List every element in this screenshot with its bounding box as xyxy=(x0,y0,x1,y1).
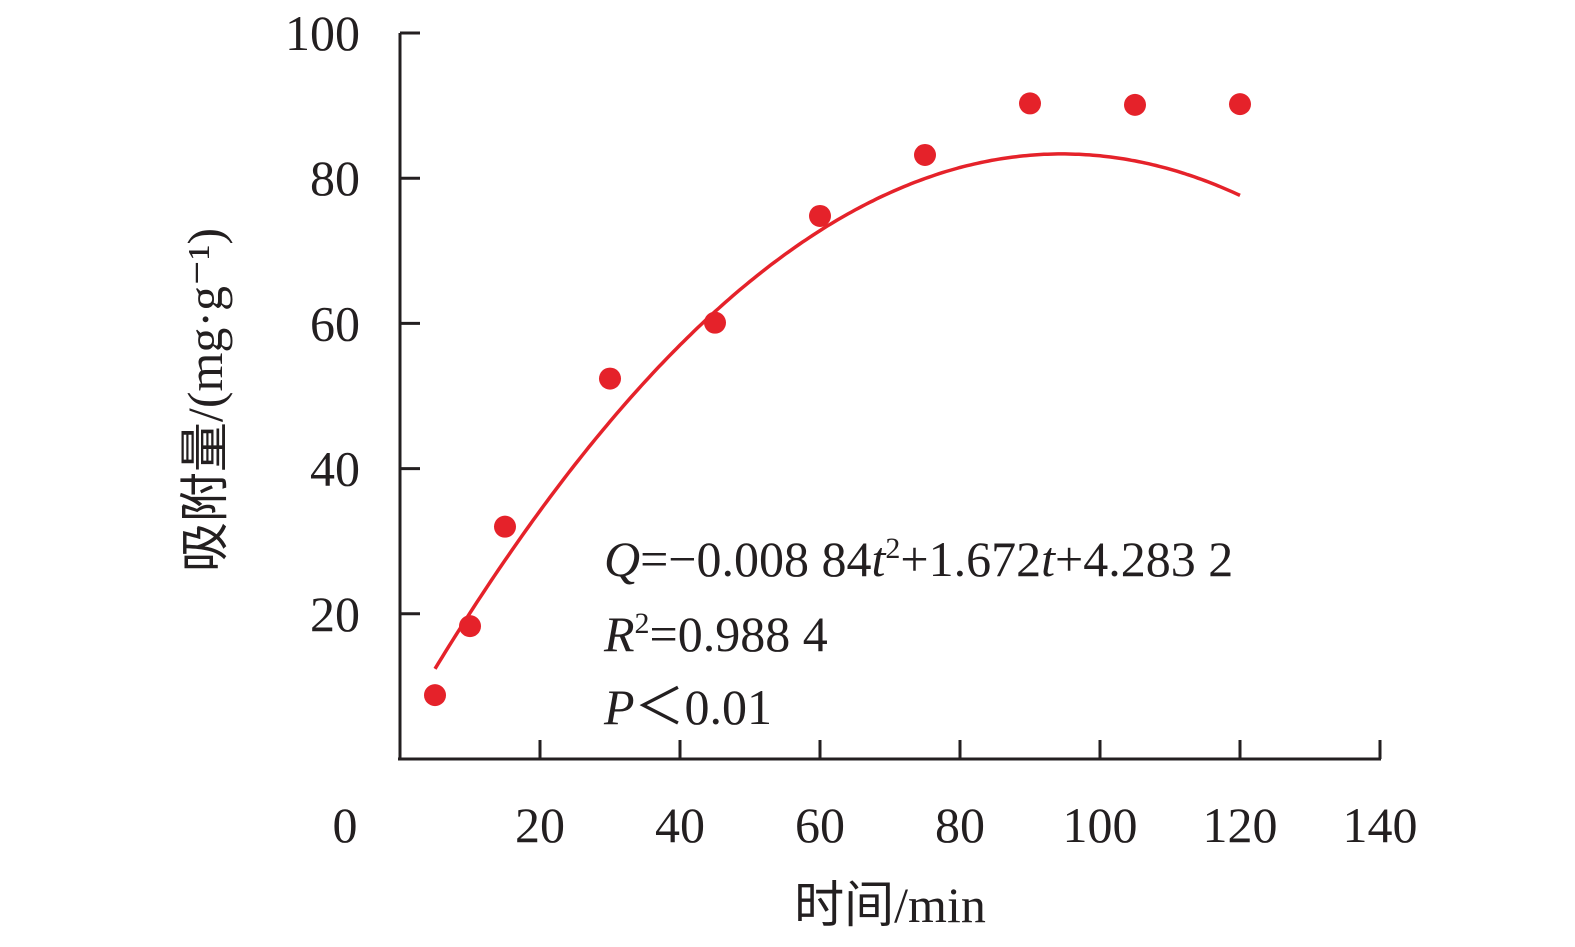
data-point xyxy=(704,311,726,334)
y-tick-label: 60 xyxy=(310,295,360,351)
y-axis-label: 吸附量/(mg·g⁻¹) xyxy=(177,228,233,572)
data-point xyxy=(459,615,481,638)
y-tick-label: 40 xyxy=(310,441,360,497)
p-annotation: P＜0.01 xyxy=(603,679,772,735)
x-tick-label: 60 xyxy=(795,797,845,853)
x-tick-label: 0 xyxy=(333,797,358,853)
x-tick-label: 80 xyxy=(935,797,985,853)
x-tick-label: 140 xyxy=(1343,797,1418,853)
x-tick-label: 40 xyxy=(655,797,705,853)
x-tick-label: 20 xyxy=(515,797,565,853)
data-point xyxy=(809,204,831,227)
data-point xyxy=(494,515,516,538)
data-point xyxy=(599,367,621,390)
r2-annotation: R2=0.988 4 xyxy=(603,606,828,662)
x-tick-label: 100 xyxy=(1063,797,1138,853)
y-tick-label: 80 xyxy=(310,150,360,206)
y-tick-label: 20 xyxy=(310,586,360,642)
y-tick-label: 100 xyxy=(285,5,360,61)
data-point xyxy=(1019,92,1041,115)
equation-annotation: Q=−0.008 84t2+1.672t+4.283 2 xyxy=(604,531,1233,587)
data-point xyxy=(1124,93,1146,116)
x-tick-label: 120 xyxy=(1203,797,1278,853)
axes xyxy=(398,33,1381,761)
fit-curve xyxy=(433,152,1241,670)
data-point xyxy=(424,684,446,707)
data-point xyxy=(914,143,936,166)
data-point xyxy=(1229,93,1251,116)
x-axis-label: 时间/min xyxy=(794,877,986,933)
